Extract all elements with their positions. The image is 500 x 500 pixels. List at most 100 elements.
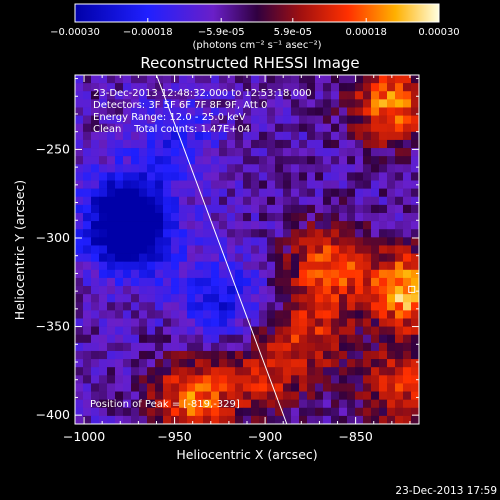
heatmap-cell <box>331 212 340 222</box>
heatmap-cell <box>155 415 164 424</box>
heatmap-cell <box>243 107 252 116</box>
heatmap-cell <box>331 334 340 344</box>
heatmap-cell <box>259 115 268 124</box>
x-tick-label: −1000 <box>63 429 105 444</box>
heatmap-cell <box>331 99 340 108</box>
heatmap-cell <box>75 131 84 141</box>
heatmap-cell <box>291 334 300 344</box>
heatmap-cell <box>395 196 404 206</box>
heatmap-cell <box>75 261 84 271</box>
heatmap-cell <box>187 294 196 303</box>
heatmap-cell <box>235 318 244 327</box>
heatmap-cell <box>155 391 164 400</box>
heatmap-cell <box>363 180 372 189</box>
heatmap-cell <box>203 107 212 116</box>
heatmap-cell <box>291 286 300 295</box>
heatmap-cell <box>315 350 324 360</box>
heatmap-cell <box>83 139 92 149</box>
heatmap-cell <box>355 399 364 409</box>
heatmap-cell <box>227 383 236 392</box>
heatmap-cell <box>283 229 292 238</box>
heatmap-cell <box>187 172 196 181</box>
heatmap-cell <box>275 75 284 84</box>
heatmap-cell <box>251 131 260 141</box>
heatmap-cell <box>203 375 212 384</box>
heatmap-cell <box>99 318 108 327</box>
heatmap-cell <box>283 383 292 392</box>
heatmap-cell <box>267 148 276 157</box>
heatmap-cell <box>243 221 252 230</box>
heatmap-cell <box>227 148 236 157</box>
heatmap-cell <box>155 75 164 84</box>
heatmap-cell <box>363 286 372 295</box>
y-tick-label: −250 <box>36 141 70 156</box>
heatmap-cell <box>331 391 340 400</box>
heatmap-cell <box>147 245 156 254</box>
heatmap-cell <box>307 139 316 149</box>
heatmap-cell <box>227 407 236 417</box>
heatmap-cell <box>163 269 172 279</box>
heatmap-cell <box>251 302 260 311</box>
heatmap-cell <box>339 269 348 279</box>
heatmap-cell <box>291 375 300 384</box>
heatmap-cell <box>83 415 92 424</box>
heatmap-cell <box>275 391 284 400</box>
heatmap-cell <box>395 188 404 198</box>
heatmap-cell <box>331 415 340 424</box>
heatmap-cell <box>99 164 108 173</box>
heatmap-cell <box>131 172 140 181</box>
heatmap-cell <box>91 261 100 271</box>
heatmap-cell <box>99 359 108 368</box>
heatmap-cell <box>259 131 268 141</box>
heatmap-cell <box>411 269 419 279</box>
heatmap-cell <box>339 180 348 189</box>
heatmap-cell <box>259 391 268 400</box>
heatmap-cell <box>115 391 124 400</box>
heatmap-cell <box>411 367 419 376</box>
heatmap-cell <box>363 229 372 238</box>
heatmap-cell <box>299 367 308 376</box>
heatmap-cell <box>371 83 380 92</box>
heatmap-cell <box>299 253 308 262</box>
heatmap-cell <box>179 342 188 352</box>
heatmap-cell <box>267 391 276 400</box>
y-tick-label: −400 <box>36 407 70 422</box>
heatmap-cell <box>355 310 364 319</box>
heatmap-cell <box>195 91 204 100</box>
heatmap-cell <box>259 334 268 344</box>
heatmap-cell <box>267 286 276 295</box>
heatmap-cell <box>203 237 212 246</box>
heatmap-cell <box>155 172 164 181</box>
heatmap-cell <box>371 342 380 352</box>
heatmap-cell <box>243 148 252 157</box>
heatmap-cell <box>307 407 316 417</box>
heatmap-cell <box>259 229 268 238</box>
heatmap-cell <box>251 172 260 181</box>
heatmap-cell <box>91 188 100 198</box>
heatmap-cell <box>315 326 324 336</box>
heatmap-cell <box>259 188 268 198</box>
heatmap-cell <box>259 383 268 392</box>
heatmap-cell <box>315 375 324 384</box>
heatmap-cell <box>195 75 204 84</box>
heatmap-cell <box>115 286 124 295</box>
heatmap-cell <box>211 342 220 352</box>
heatmap-cell <box>339 326 348 336</box>
heatmap-cell <box>203 261 212 271</box>
heatmap-cell <box>131 99 140 108</box>
heatmap-cell <box>147 229 156 238</box>
heatmap-cell <box>123 391 132 400</box>
heatmap-cell <box>179 375 188 384</box>
heatmap-cell <box>363 115 372 124</box>
heatmap-cell <box>107 115 116 124</box>
heatmap-cell <box>307 196 316 206</box>
heatmap-cell <box>147 277 156 287</box>
heatmap-cell <box>131 261 140 271</box>
heatmap-cell <box>131 391 140 400</box>
heatmap-cell <box>363 139 372 149</box>
heatmap-cell <box>259 172 268 181</box>
heatmap-cell <box>155 302 164 311</box>
heatmap-cell <box>131 367 140 376</box>
heatmap-cell <box>203 415 212 424</box>
heatmap-cell <box>195 83 204 92</box>
